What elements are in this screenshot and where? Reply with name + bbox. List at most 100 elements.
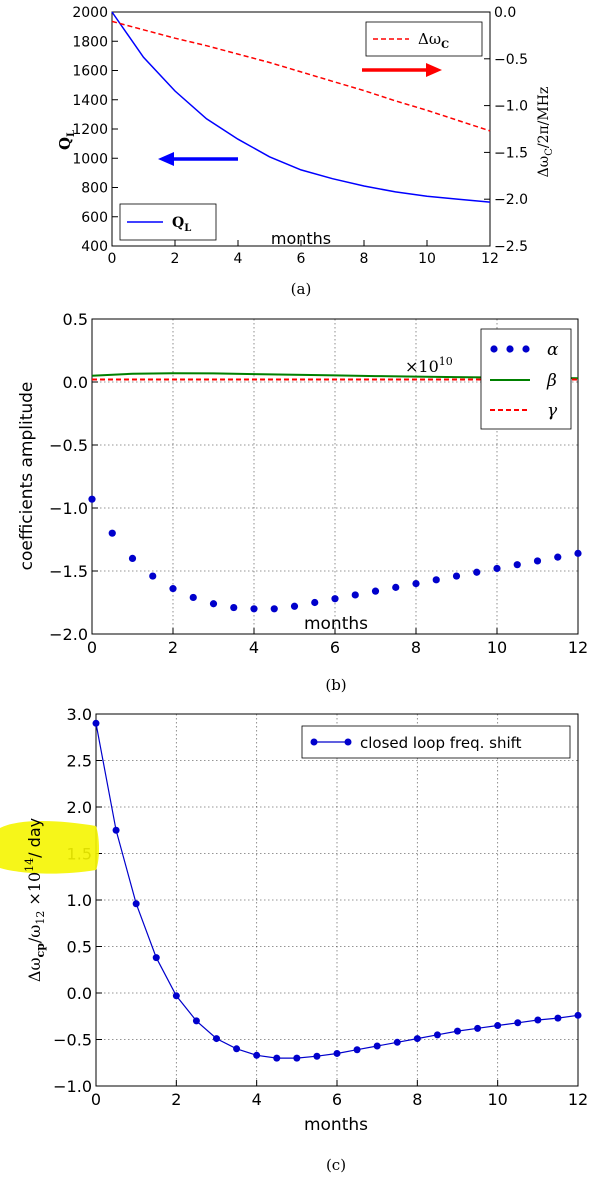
freq-shift-point	[494, 1022, 502, 1030]
panel-a-right-arrow	[362, 63, 442, 77]
panel-a-x-tick-label: 6	[297, 251, 306, 267]
freq-shift-point	[413, 1035, 421, 1043]
panel-c-x-tick-label: 12	[568, 1090, 588, 1109]
panel-b-x-tick-label: 4	[249, 638, 259, 657]
panel-b-x-tick-label: 0	[87, 638, 97, 657]
panel-a-x-label: months	[271, 229, 331, 248]
alpha-point	[412, 580, 420, 588]
legend-label-beta: β	[546, 371, 557, 391]
alpha-point	[189, 593, 197, 602]
freq-shift-point	[233, 1045, 241, 1053]
panel-b-legend: α β γ	[480, 328, 572, 430]
alpha-point	[554, 553, 562, 561]
panel-b-x-tick-label: 8	[411, 638, 421, 657]
freq-shift-point	[534, 1016, 542, 1024]
panel-b-x-tick-label: 6	[330, 638, 340, 657]
alpha-point	[169, 585, 177, 593]
panel-a-x-tick-label: 8	[360, 251, 369, 267]
alpha-point	[128, 554, 137, 563]
legend-label-gamma: γ	[547, 401, 558, 421]
panel-c-y-tick-label: 2.5	[67, 751, 92, 770]
panel-a-x-tick-label: 2	[171, 251, 180, 267]
panel-a-left-y-tick-label: 1400	[72, 93, 108, 109]
panel-c-y-tick-label: 0.5	[67, 937, 92, 956]
alpha-point	[513, 561, 521, 569]
panel-a-left-y-tick-label: 1800	[72, 34, 108, 50]
panel-c-x-tick-label: 8	[412, 1090, 422, 1109]
alpha-point	[533, 557, 542, 565]
freq-shift-point	[213, 1035, 220, 1043]
panel-b-y-tick-label: 0.5	[63, 310, 88, 329]
panel-a-x-ticks: 0 2 4 6 8 10 12	[108, 240, 499, 267]
panel-a-legend-left: QL	[119, 203, 217, 241]
panel-a-left-y-tick-label: 600	[81, 210, 108, 226]
alpha-point	[331, 595, 339, 603]
legend-label-freq-shift: closed loop freq. shift	[360, 734, 522, 752]
panel-a-right-y-tick-label: −1.5	[494, 145, 528, 161]
freq-shift-point	[454, 1027, 461, 1035]
panel-c-y-ticks: 3.02.52.01.51.00.50.0−0.5−1.0	[53, 705, 102, 1096]
panel-a-y-left-label: QL	[56, 130, 77, 150]
panel-c-x-tick-label: 6	[332, 1090, 342, 1109]
panel-b-y-label: coefficients amplitude	[17, 382, 37, 571]
panel-b-y-tick-label: −0.5	[49, 436, 88, 455]
freq-shift-point	[554, 1014, 562, 1022]
panel-c-y-tick-label: 3.0	[67, 705, 92, 724]
panel-c-series	[92, 719, 582, 1062]
legend-swatch-freq-shift	[310, 738, 352, 746]
freq-shift-point	[253, 1051, 261, 1059]
alpha-point	[209, 600, 218, 608]
freq-shift-point	[192, 1017, 200, 1025]
panel-a-right-y-tick-label: −1.0	[494, 99, 528, 115]
panel-c-y-tick-label: 2.0	[67, 798, 92, 817]
freq-shift-point	[112, 826, 120, 834]
freq-shift-point	[373, 1042, 381, 1050]
panel-c-legend: closed loop freq. shift	[301, 725, 571, 759]
freq-shift-point	[273, 1054, 281, 1062]
panel-a-x-tick-label: 4	[234, 251, 243, 267]
freq-shift-point	[333, 1049, 341, 1057]
alpha-point	[149, 572, 157, 580]
panel-a-series-line-0	[111, 11, 491, 203]
freq-shift-point	[353, 1046, 361, 1054]
panel-b-y-tick-label: −2.0	[49, 625, 88, 644]
panel-c-y-tick-label: −0.5	[53, 1030, 92, 1049]
alpha-point	[473, 568, 481, 576]
alpha-point	[311, 598, 319, 607]
alpha-point	[432, 576, 440, 584]
panel-c-y-tick-label: 1.0	[67, 891, 92, 910]
panel-b-series	[88, 372, 582, 613]
legend-label-alpha: α	[547, 340, 559, 360]
freq-shift-point	[393, 1038, 401, 1046]
freq-shift-point	[132, 900, 140, 908]
panel-a-series-line-1	[111, 20, 491, 132]
panel-a-right-y-tick-label: −0.5	[494, 52, 528, 68]
panel-c-y-tick-label: 0.0	[67, 984, 92, 1003]
panel-a-left-y-tick-label: 400	[81, 239, 108, 255]
alpha-point	[574, 549, 582, 557]
panel-a-left-y-tick-label: 1600	[72, 64, 108, 80]
panel-b-multiplier: ×1010	[405, 355, 453, 376]
panel-a-y-right-label: ΔωC/2π/MHz	[536, 87, 555, 178]
panel-a-left-y-tick-label: 1200	[72, 122, 108, 138]
alpha-point	[108, 529, 116, 537]
panel-c-y-tick-label: −1.0	[53, 1077, 92, 1096]
panel-a-x-tick-label: 12	[481, 251, 499, 267]
panel-c-x-tick-label: 10	[487, 1090, 507, 1109]
freq-shift-point	[574, 1011, 582, 1019]
panel-a: 0 2 4 6 8 10 12 2000 1800 1600 1400 1200 1000 800 600…	[56, 5, 555, 298]
panel-b: 0 2 4 6 8 10 12 0.5 0.0 −0.5 −1.0 −1.5 −2.0 coeffic…	[17, 310, 588, 694]
panel-c-x-tick-label: 4	[252, 1090, 262, 1109]
panel-c-x-tick-label: 0	[91, 1090, 101, 1109]
legend-swatch-alpha	[490, 345, 530, 353]
freq-shift-point	[313, 1052, 321, 1060]
alpha-point	[452, 572, 461, 580]
alpha-point	[493, 564, 501, 573]
panel-c-grid	[95, 713, 579, 1087]
freq-shift-point	[293, 1054, 301, 1062]
freq-shift-point	[514, 1019, 522, 1027]
highlight-mark	[0, 821, 99, 874]
panel-b-caption: (b)	[325, 676, 346, 694]
